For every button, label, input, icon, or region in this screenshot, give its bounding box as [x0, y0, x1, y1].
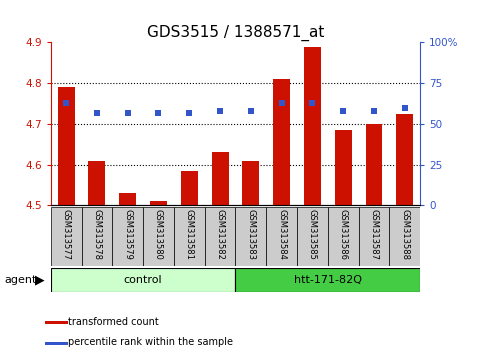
- Text: GSM313584: GSM313584: [277, 209, 286, 260]
- Text: GSM313586: GSM313586: [339, 209, 348, 260]
- Text: GSM313577: GSM313577: [62, 209, 71, 260]
- Text: GSM313588: GSM313588: [400, 209, 409, 260]
- Point: [93, 110, 101, 115]
- Point: [124, 110, 131, 115]
- Bar: [51, 207, 82, 266]
- Text: GSM313579: GSM313579: [123, 209, 132, 260]
- Bar: [181, 171, 198, 205]
- Point: [216, 108, 224, 114]
- Point: [309, 100, 316, 105]
- Text: GSM313578: GSM313578: [92, 209, 101, 260]
- Bar: [236, 268, 420, 292]
- Text: ▶: ▶: [35, 274, 45, 286]
- Point: [401, 105, 409, 110]
- Bar: [304, 47, 321, 205]
- Text: GSM313582: GSM313582: [215, 209, 225, 260]
- Bar: [328, 207, 358, 266]
- Bar: [51, 268, 236, 292]
- Point: [62, 100, 70, 105]
- Text: GSM313585: GSM313585: [308, 209, 317, 260]
- Text: GSM313581: GSM313581: [185, 209, 194, 260]
- Text: transformed count: transformed count: [68, 317, 159, 327]
- Bar: [57, 87, 74, 205]
- Text: GSM313587: GSM313587: [369, 209, 379, 260]
- Bar: [242, 160, 259, 205]
- Text: control: control: [124, 275, 162, 285]
- Point: [370, 108, 378, 114]
- Point: [247, 108, 255, 114]
- Bar: [358, 207, 389, 266]
- Bar: [297, 207, 328, 266]
- Bar: [397, 114, 413, 205]
- Bar: [143, 207, 174, 266]
- Text: percentile rank within the sample: percentile rank within the sample: [68, 337, 233, 347]
- Bar: [236, 207, 266, 266]
- Text: htt-171-82Q: htt-171-82Q: [294, 275, 362, 285]
- Point: [185, 110, 193, 115]
- Text: GSM313580: GSM313580: [154, 209, 163, 260]
- Point: [155, 110, 162, 115]
- Bar: [335, 130, 352, 205]
- Bar: [205, 207, 236, 266]
- Text: GSM313583: GSM313583: [246, 209, 256, 260]
- Bar: [212, 153, 228, 205]
- Bar: [273, 79, 290, 205]
- Bar: [174, 207, 205, 266]
- Text: agent: agent: [5, 275, 37, 285]
- Bar: [112, 207, 143, 266]
- Point: [340, 108, 347, 114]
- Bar: [266, 207, 297, 266]
- Bar: [45, 342, 68, 345]
- Bar: [366, 124, 383, 205]
- Bar: [119, 193, 136, 205]
- Bar: [88, 160, 105, 205]
- Title: GDS3515 / 1388571_at: GDS3515 / 1388571_at: [147, 25, 324, 41]
- Bar: [389, 207, 420, 266]
- Point: [278, 100, 285, 105]
- Bar: [82, 207, 112, 266]
- Bar: [45, 321, 68, 324]
- Bar: [150, 201, 167, 205]
